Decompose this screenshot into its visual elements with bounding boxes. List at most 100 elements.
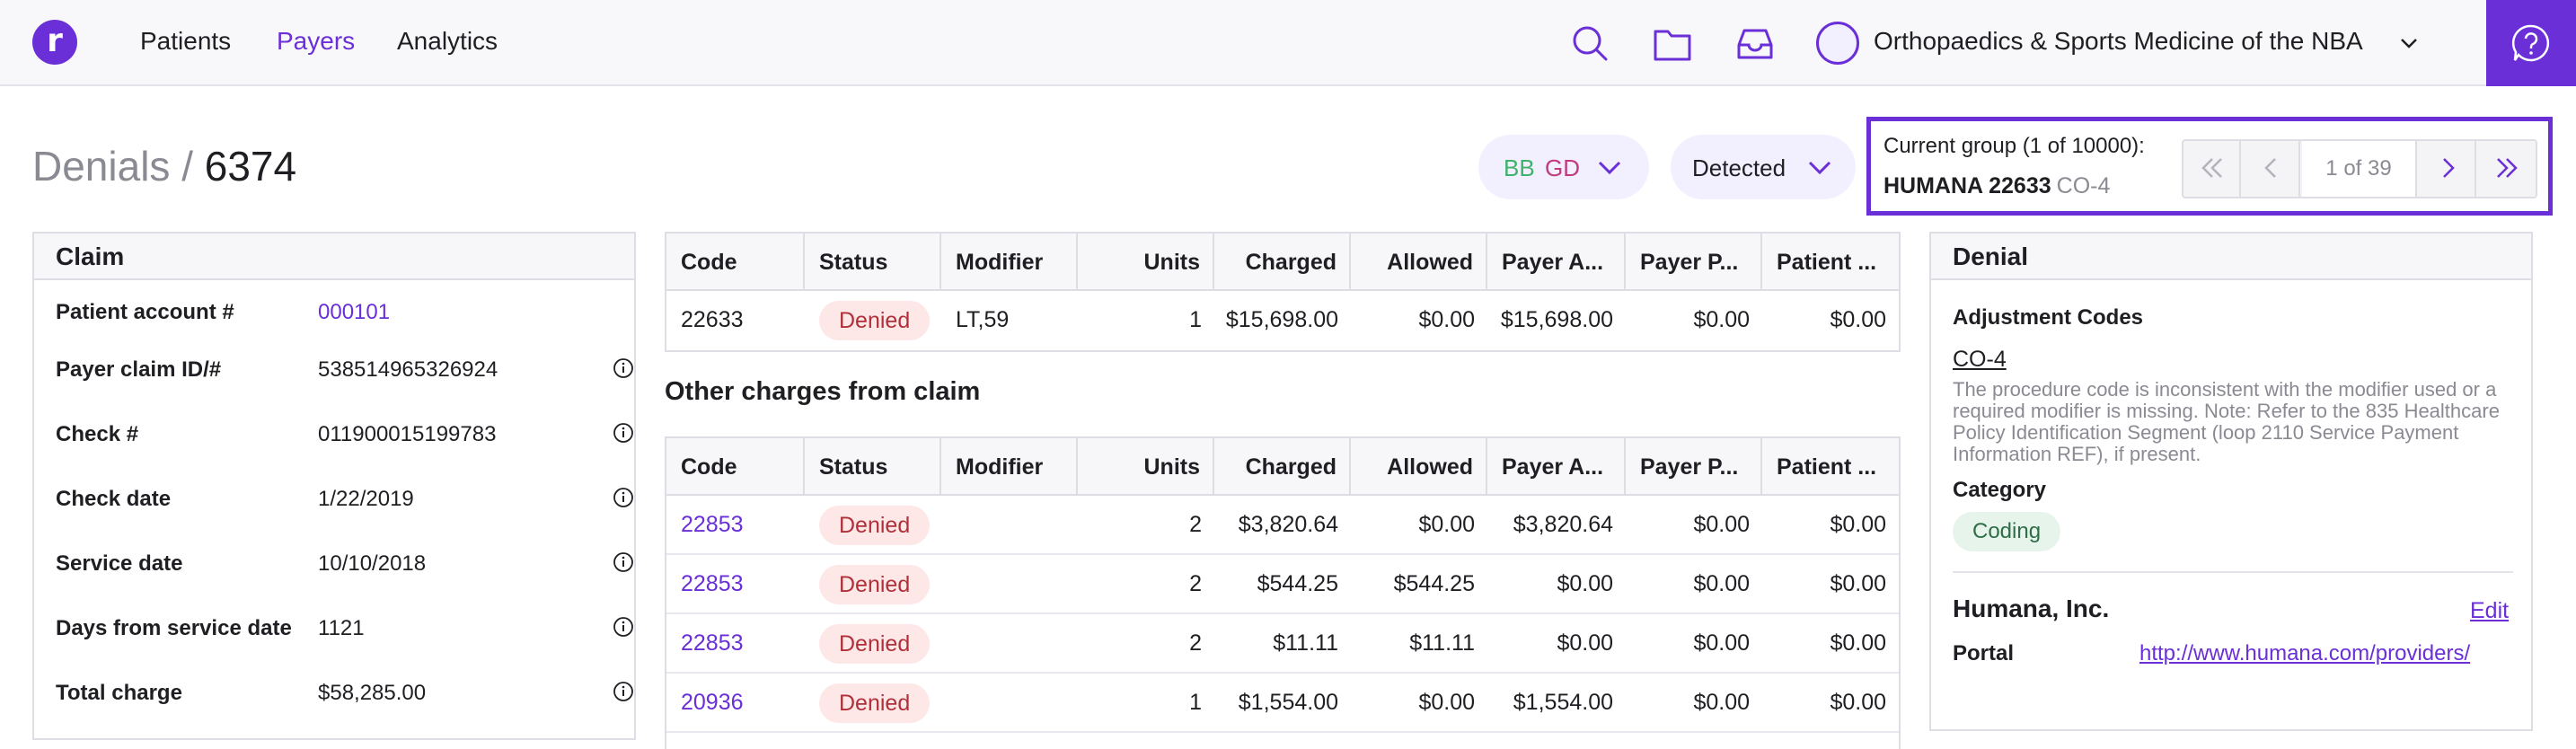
last-page-button[interactable]	[2478, 141, 2536, 197]
previous-page-button[interactable]	[2243, 141, 2300, 197]
field-value: 10/10/2018	[318, 551, 427, 576]
row-status: Denied	[805, 291, 941, 350]
claim-card-title: Claim	[34, 234, 634, 280]
row-units: 1	[1189, 690, 1202, 715]
folder-icon[interactable]	[1653, 23, 1692, 63]
row-charged: $15,698.00	[1225, 307, 1338, 332]
column-code[interactable]: Code	[666, 234, 805, 289]
adjustment-code-link[interactable]: CO-4	[1953, 347, 2007, 372]
row-code-link[interactable]: 22853	[681, 630, 744, 656]
column-patient[interactable]: Patient ...	[1777, 454, 1877, 480]
column-allowed[interactable]: Allowed	[1351, 438, 1487, 494]
adjustment-codes-label: Adjustment Codes	[1953, 305, 2144, 330]
portal-link[interactable]: http://www.humana.com/providers/	[2139, 641, 2471, 665]
column-units[interactable]: Units	[1078, 234, 1214, 289]
field-value: 538514965326924	[318, 357, 498, 382]
claim-field-check-date: Check date 1/22/2019	[56, 487, 633, 523]
table-row[interactable]: 22853 Denied 2 $544.25 $544.25 $0.00 $0.…	[666, 555, 1899, 614]
table-row[interactable]: 22633 Denied LT,59 1 $15,698.00 $0.00 $1…	[666, 291, 1899, 350]
field-label: Patient account #	[56, 300, 234, 324]
inbox-icon[interactable]	[1735, 23, 1775, 63]
row-status: Denied	[805, 496, 941, 553]
chevrons-right-icon	[2497, 158, 2518, 178]
row-units: 2	[1189, 512, 1202, 537]
column-status[interactable]: Status	[805, 234, 941, 289]
row-code: 22633	[681, 307, 744, 332]
organization-name[interactable]: Orthopaedics & Sports Medicine of the NB…	[1874, 27, 2363, 55]
current-group-payer: HUMANA 22633 CO-4	[1883, 173, 2110, 199]
row-code-link[interactable]: 20936	[681, 690, 744, 715]
field-value: $58,285.00	[318, 681, 427, 705]
breadcrumb-denials[interactable]: Denials	[32, 143, 171, 189]
row-units: 2	[1189, 630, 1202, 656]
table-row[interactable]: 22853 Denied 2 $11.11 $11.11 $0.00 $0.00…	[666, 614, 1899, 674]
nav-payers[interactable]: Payers	[277, 27, 356, 55]
row-patient: $0.00	[1830, 690, 1886, 715]
chevron-down-icon[interactable]	[2398, 32, 2420, 54]
help-button[interactable]	[2486, 0, 2576, 86]
table-row[interactable]: 20936 Denied 1 $1,554.00 $0.00 $1,554.00…	[666, 674, 1899, 733]
column-units[interactable]: Units	[1078, 438, 1214, 494]
column-code[interactable]: Code	[666, 438, 805, 494]
field-value: 1/22/2019	[318, 487, 414, 511]
edit-payer-link[interactable]: Edit	[2470, 598, 2510, 623]
patient-account-link[interactable]: 000101	[318, 300, 391, 324]
portal-label: Portal	[1953, 641, 2015, 665]
column-payer-paid[interactable]: Payer P...	[1626, 438, 1762, 494]
row-code-link[interactable]: 22853	[681, 512, 744, 537]
column-payer-adjustment[interactable]: Payer A...	[1487, 234, 1626, 289]
column-modifier[interactable]: Modifier	[941, 234, 1078, 289]
info-icon[interactable]	[613, 681, 634, 702]
field-label: Check date	[56, 487, 172, 511]
table-row[interactable]: 22853 Denied 2 $3,820.64 $0.00 $3,820.64…	[666, 496, 1899, 555]
denial-id: 6374	[204, 143, 297, 189]
column-status[interactable]: Status	[805, 438, 941, 494]
denied-charge-table: Code Status Modifier Units Charged Allow…	[665, 232, 1901, 352]
page-title: Denials / 6374	[32, 142, 296, 190]
app-logo[interactable]: r	[32, 20, 77, 65]
row-modifier: LT,59	[956, 307, 1010, 332]
column-patient[interactable]: Patient ...	[1777, 250, 1877, 275]
other-charges-title: Other charges from claim	[665, 377, 981, 406]
row-allowed: $544.25	[1393, 571, 1475, 596]
search-icon[interactable]	[1570, 23, 1610, 63]
field-label: Check #	[56, 422, 139, 446]
row-payer-adjustment: $15,698.00	[1500, 307, 1613, 332]
organization-avatar[interactable]	[1816, 22, 1859, 65]
column-payer-paid[interactable]: Payer P...	[1626, 234, 1762, 289]
nav-analytics[interactable]: Analytics	[397, 27, 498, 55]
claim-field-total-charge: Total charge $58,285.00	[56, 681, 633, 717]
info-icon[interactable]	[613, 357, 634, 379]
info-icon[interactable]	[613, 551, 634, 573]
help-icon	[2511, 24, 2550, 62]
column-charged[interactable]: Charged	[1214, 438, 1351, 494]
column-allowed[interactable]: Allowed	[1351, 234, 1487, 289]
column-payer-adjustment[interactable]: Payer A...	[1487, 438, 1626, 494]
row-modifier	[941, 496, 1078, 553]
column-modifier[interactable]: Modifier	[941, 438, 1078, 494]
info-icon[interactable]	[613, 616, 634, 638]
status-badge: Denied	[819, 624, 931, 665]
first-page-button[interactable]	[2183, 141, 2241, 197]
top-navigation: r Patients Payers Analytics Orthopaedics…	[0, 0, 2576, 86]
assignee-gd: GD	[1545, 154, 1580, 181]
row-patient: $0.00	[1830, 307, 1886, 332]
chevron-down-icon	[1808, 161, 1831, 175]
column-charged[interactable]: Charged	[1214, 234, 1351, 289]
next-page-button[interactable]	[2419, 141, 2476, 197]
denial-card-title: Denial	[1931, 234, 2531, 280]
chevron-left-icon	[2264, 158, 2276, 178]
nav-patients[interactable]: Patients	[140, 27, 232, 55]
info-icon[interactable]	[613, 487, 634, 508]
row-allowed: $0.00	[1418, 512, 1475, 537]
claim-field-patient-account: Patient account # 000101	[56, 300, 616, 336]
info-icon[interactable]	[613, 422, 634, 444]
row-payer-adjustment: $1,554.00	[1513, 690, 1613, 715]
status-filter[interactable]: Detected	[1671, 135, 1856, 199]
row-payer-adjustment: $0.00	[1557, 571, 1613, 596]
field-label: Days from service date	[56, 616, 292, 640]
group-adjustment-code: CO-4	[2056, 173, 2111, 198]
assignee-filter[interactable]: BB GD	[1478, 135, 1649, 199]
row-code-link[interactable]: 22853	[681, 571, 744, 596]
row-modifier	[941, 674, 1078, 731]
